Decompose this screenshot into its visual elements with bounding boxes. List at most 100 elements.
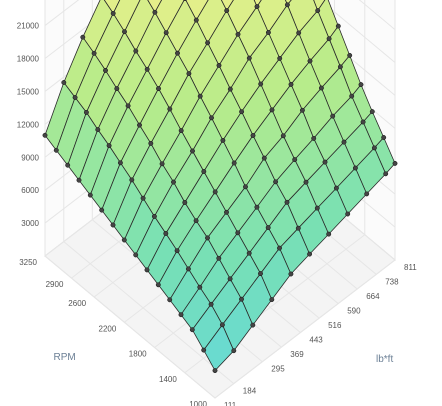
surface-point (318, 85, 324, 91)
surface-point (345, 211, 351, 217)
surface-point (224, 8, 230, 14)
surface-point (330, 113, 336, 119)
surface-point (227, 86, 233, 92)
torque-tick-label: 664 (366, 292, 380, 301)
surface-point (159, 161, 165, 167)
surface-point (303, 179, 309, 185)
surface-point (326, 36, 332, 42)
surface-point (117, 160, 123, 166)
surface-point (383, 171, 389, 177)
surface-point (148, 140, 154, 146)
surface-point (83, 109, 89, 115)
surface-point (185, 266, 191, 272)
torque-tick-label: 295 (271, 365, 285, 374)
surface-point (201, 169, 207, 174)
surface-point (114, 86, 120, 92)
surface-point (265, 225, 271, 231)
surface-point (358, 82, 364, 88)
surface-point (296, 30, 302, 36)
surface-mesh (44, 0, 396, 372)
surface-point (72, 95, 78, 100)
surface-point (190, 148, 195, 154)
surface-point (288, 81, 294, 87)
surface-point (193, 17, 199, 23)
surface-point (326, 231, 332, 237)
torque-gridline (63, 0, 235, 384)
surface-point (307, 58, 313, 64)
surface-point (121, 237, 127, 243)
surface-point (103, 67, 108, 73)
surface-point (205, 40, 211, 46)
surface-point (299, 107, 305, 113)
torque-tick-label: 516 (328, 321, 342, 330)
surface-point (277, 245, 282, 251)
surface-point (182, 0, 188, 2)
surface-point (295, 225, 301, 231)
surface-point (235, 230, 241, 236)
z-tick-label: 6000 (21, 186, 39, 195)
surface-point (231, 348, 237, 354)
surface-point (80, 34, 86, 40)
surface-face (220, 0, 234, 12)
z-axis-ticks: 3000600090001200015000180002100024000270… (17, 22, 40, 229)
surface-point (197, 93, 203, 99)
surface-point (254, 204, 260, 210)
surface-point (269, 297, 275, 303)
surface-point (209, 115, 214, 121)
surface-point (322, 159, 328, 165)
z-tick-label: 12000 (17, 120, 40, 129)
surface-point (261, 155, 267, 161)
surface-point (163, 231, 169, 236)
surface-point (152, 9, 158, 15)
surface-point (61, 80, 67, 85)
z-tick-label: 15000 (17, 87, 40, 96)
surface-point (216, 62, 222, 68)
surface-point (155, 282, 161, 288)
surface-point (110, 10, 116, 16)
surface-point (144, 66, 150, 72)
rpm-tick-label: 3250 (19, 258, 37, 267)
surface-point (212, 189, 218, 195)
surface-point (122, 29, 127, 35)
surface-point (87, 192, 93, 198)
rpm-axis-title: RPM (54, 352, 76, 363)
z-tick-label: 21000 (17, 22, 40, 31)
rpm-tick-label: 1800 (129, 350, 147, 359)
surface-point (133, 252, 139, 258)
surface-point (212, 368, 218, 374)
surface-point (371, 145, 377, 151)
surface-point (125, 103, 131, 109)
surface-point (364, 191, 370, 197)
z-tick-label: 3000 (21, 219, 39, 228)
rpm-tick-label: 1000 (189, 400, 207, 406)
rpm-tick-label: 2200 (99, 324, 117, 333)
surface-point (369, 109, 375, 115)
surface-point (219, 322, 225, 328)
surface-point (140, 195, 146, 201)
torque-axis-title: lb*ft (376, 354, 393, 365)
surface-point (292, 157, 298, 163)
surface-points (42, 0, 398, 374)
surface-point (280, 133, 286, 139)
surface-point (349, 93, 355, 99)
torque-tick-label: 184 (243, 387, 257, 396)
surface-point (273, 179, 279, 185)
surface-point (315, 8, 321, 14)
surface-point (42, 132, 48, 138)
torque-axis-ticks: 111 184 295 369 443 516 590 664 738 811 (224, 263, 417, 406)
surface-point (129, 177, 135, 183)
surface-point (235, 31, 241, 37)
surface-point (284, 199, 290, 205)
surface-point (156, 86, 161, 92)
surface-point (193, 218, 199, 224)
surface-point (65, 162, 71, 168)
torque-tick-label: 369 (290, 350, 304, 359)
torque-tick-label: 111 (224, 401, 237, 406)
surface-point (201, 347, 207, 353)
surface-face (253, 0, 262, 7)
surface-point (284, 2, 290, 8)
surface-point (239, 109, 245, 115)
surface-point (352, 165, 358, 171)
surface-point (307, 251, 313, 257)
